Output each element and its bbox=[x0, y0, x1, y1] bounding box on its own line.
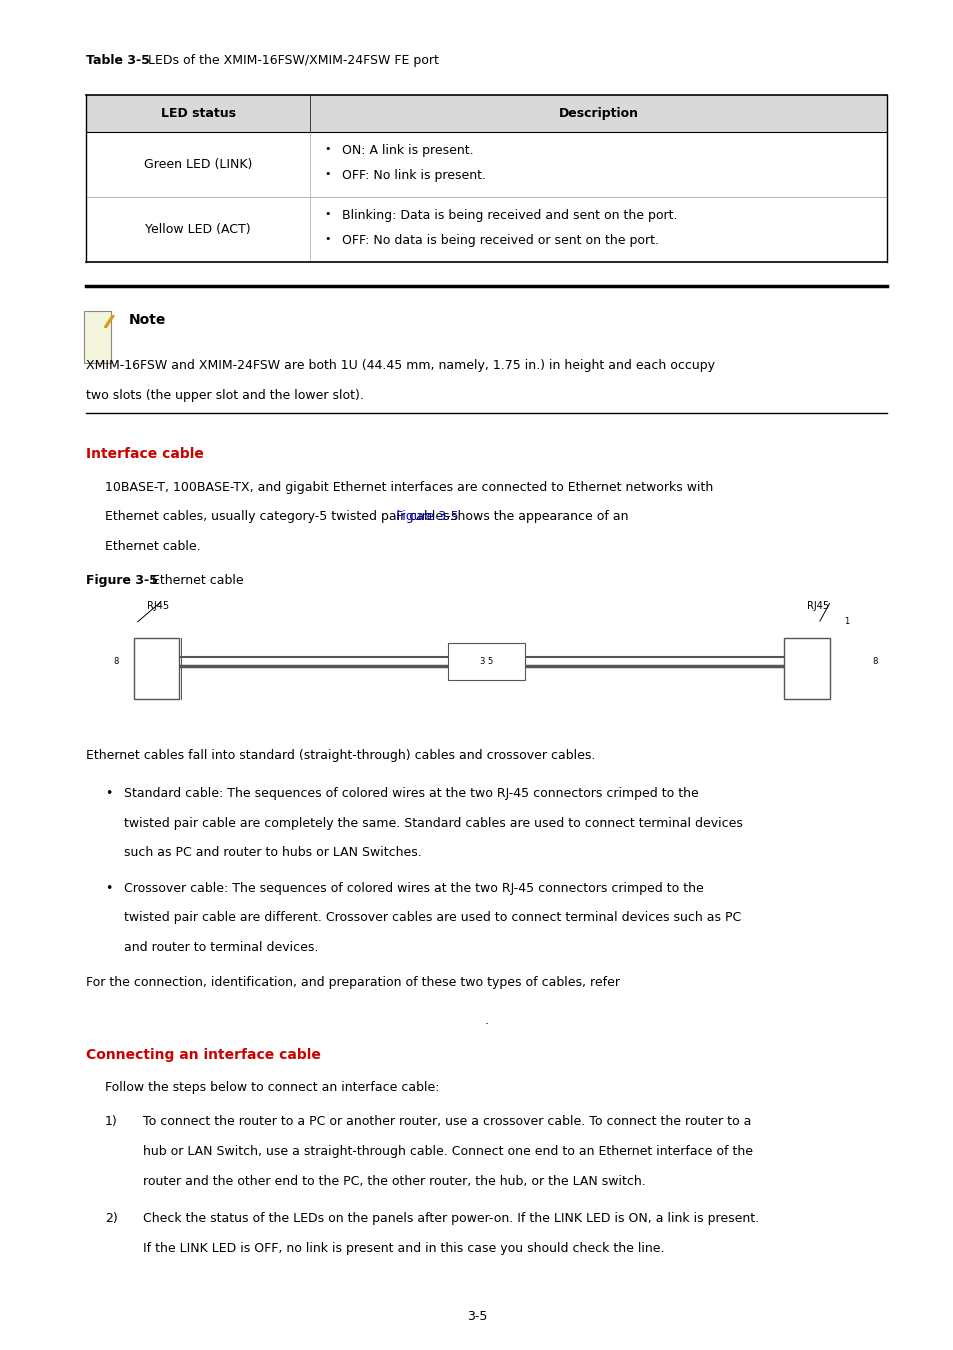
Text: Description: Description bbox=[558, 107, 639, 120]
Text: XMIM-16FSW and XMIM-24FSW are both 1U (44.45 mm, namely, 1.75 in.) in height and: XMIM-16FSW and XMIM-24FSW are both 1U (4… bbox=[86, 359, 714, 373]
Text: For the connection, identification, and preparation of these two types of cables: For the connection, identification, and … bbox=[86, 976, 619, 990]
Text: Figure 3-5: Figure 3-5 bbox=[86, 574, 157, 587]
Text: •: • bbox=[324, 169, 331, 178]
Text: 2): 2) bbox=[105, 1212, 117, 1226]
Text: Follow the steps below to connect an interface cable:: Follow the steps below to connect an int… bbox=[105, 1081, 439, 1095]
Text: RJ45: RJ45 bbox=[806, 601, 828, 610]
Text: Check the status of the LEDs on the panels after power-on. If the LINK LED is ON: Check the status of the LEDs on the pane… bbox=[143, 1212, 759, 1226]
Text: and router to terminal devices.: and router to terminal devices. bbox=[124, 941, 318, 954]
Text: twisted pair cable are completely the same. Standard cables are used to connect : twisted pair cable are completely the sa… bbox=[124, 817, 742, 830]
Text: router and the other end to the PC, the other router, the hub, or the LAN switch: router and the other end to the PC, the … bbox=[143, 1174, 645, 1188]
Text: Ethernet cables fall into standard (straight-through) cables and crossover cable: Ethernet cables fall into standard (stra… bbox=[86, 749, 595, 763]
Text: RJ45: RJ45 bbox=[147, 601, 169, 610]
Text: To connect the router to a PC or another router, use a crossover cable. To conne: To connect the router to a PC or another… bbox=[143, 1115, 751, 1129]
Text: 1: 1 bbox=[842, 617, 848, 625]
Text: twisted pair cable are different. Crossover cables are used to connect terminal : twisted pair cable are different. Crosso… bbox=[124, 911, 740, 925]
Text: Ethernet cables, usually category-5 twisted pair cables.: Ethernet cables, usually category-5 twis… bbox=[105, 510, 457, 524]
Text: Yellow LED (ACT): Yellow LED (ACT) bbox=[145, 223, 251, 236]
Text: Interface cable: Interface cable bbox=[86, 447, 204, 460]
Text: 3-5: 3-5 bbox=[466, 1310, 487, 1323]
Text: LED status: LED status bbox=[160, 107, 235, 120]
FancyBboxPatch shape bbox=[84, 310, 111, 363]
Text: •: • bbox=[324, 209, 331, 219]
Text: such as PC and router to hubs or LAN Switches.: such as PC and router to hubs or LAN Swi… bbox=[124, 846, 421, 860]
Text: 8: 8 bbox=[113, 657, 119, 666]
Polygon shape bbox=[104, 316, 114, 328]
FancyBboxPatch shape bbox=[448, 643, 524, 680]
Text: •: • bbox=[105, 787, 112, 801]
FancyBboxPatch shape bbox=[86, 95, 886, 132]
Text: Ethernet cable: Ethernet cable bbox=[148, 574, 243, 587]
Text: Crossover cable: The sequences of colored wires at the two RJ-45 connectors crim: Crossover cable: The sequences of colore… bbox=[124, 882, 703, 895]
Text: Connecting an interface cable: Connecting an interface cable bbox=[86, 1048, 320, 1061]
Text: shows the appearance of an: shows the appearance of an bbox=[446, 510, 628, 524]
Text: •: • bbox=[105, 882, 112, 895]
Text: Table 3-5: Table 3-5 bbox=[86, 54, 150, 68]
Text: 1): 1) bbox=[105, 1115, 117, 1129]
Text: ON: A link is present.: ON: A link is present. bbox=[341, 144, 473, 158]
Text: Standard cable: The sequences of colored wires at the two RJ-45 connectors crimp: Standard cable: The sequences of colored… bbox=[124, 787, 698, 801]
Text: 3 5: 3 5 bbox=[479, 657, 493, 666]
Text: OFF: No link is present.: OFF: No link is present. bbox=[341, 169, 485, 182]
Text: Blinking: Data is being received and sent on the port.: Blinking: Data is being received and sen… bbox=[341, 209, 677, 223]
Text: Green LED (LINK): Green LED (LINK) bbox=[144, 158, 252, 171]
FancyBboxPatch shape bbox=[783, 639, 829, 699]
Text: If the LINK LED is OFF, no link is present and in this case you should check the: If the LINK LED is OFF, no link is prese… bbox=[143, 1242, 664, 1256]
Text: Note: Note bbox=[129, 313, 166, 327]
Text: OFF: No data is being received or sent on the port.: OFF: No data is being received or sent o… bbox=[341, 234, 658, 247]
Text: 10BASE-T, 100BASE-TX, and gigabit Ethernet interfaces are connected to Ethernet : 10BASE-T, 100BASE-TX, and gigabit Ethern… bbox=[105, 481, 713, 494]
Text: Figure 3-5: Figure 3-5 bbox=[395, 510, 458, 524]
Text: 8: 8 bbox=[871, 657, 877, 666]
Text: .: . bbox=[484, 1014, 488, 1027]
Text: Ethernet cable.: Ethernet cable. bbox=[105, 540, 200, 553]
Text: •: • bbox=[324, 144, 331, 154]
Text: hub or LAN Switch, use a straight-through cable. Connect one end to an Ethernet : hub or LAN Switch, use a straight-throug… bbox=[143, 1145, 752, 1158]
FancyBboxPatch shape bbox=[133, 639, 179, 699]
Text: LEDs of the XMIM-16FSW/XMIM-24FSW FE port: LEDs of the XMIM-16FSW/XMIM-24FSW FE por… bbox=[144, 54, 438, 68]
Text: two slots (the upper slot and the lower slot).: two slots (the upper slot and the lower … bbox=[86, 389, 363, 402]
Text: •: • bbox=[324, 234, 331, 243]
